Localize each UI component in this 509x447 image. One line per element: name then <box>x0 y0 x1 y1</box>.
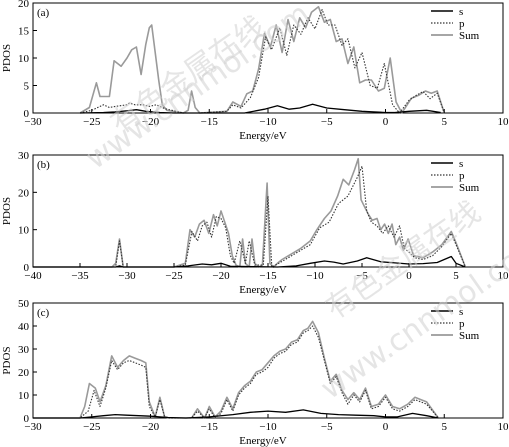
x-tick-label: −30 <box>24 116 42 128</box>
y-tick-label: 30 <box>18 150 30 162</box>
x-tick-label: −10 <box>306 270 324 282</box>
x-tick-label: 10 <box>498 270 509 282</box>
x-tick-label: −35 <box>71 270 89 282</box>
x-tick-label: 5 <box>442 421 448 433</box>
legend-label-s: s <box>459 306 463 318</box>
x-tick-label: 5 <box>453 270 459 282</box>
y-tick-label: 40 <box>18 321 30 333</box>
legend-label-p: p <box>459 18 465 30</box>
x-tick-label: −30 <box>118 270 136 282</box>
x-tick-label: 5 <box>442 116 448 128</box>
x-tick-label: −5 <box>356 270 368 282</box>
x-tick-label: 0 <box>383 116 389 128</box>
y-axis-title: PDOS <box>1 346 13 374</box>
x-tick-label: −25 <box>165 270 183 282</box>
x-tick-label: 0 <box>383 421 389 433</box>
y-tick-label: 20 <box>18 367 30 379</box>
panel-label: (c) <box>37 307 50 319</box>
y-tick-label: 15 <box>18 26 30 38</box>
x-tick-label: −10 <box>259 421 277 433</box>
series-line-p <box>33 325 439 419</box>
y-tick-label: 0 <box>24 108 30 120</box>
y-tick-label: 10 <box>18 225 30 237</box>
series-line-sum <box>79 6 446 114</box>
x-tick-label: 0 <box>406 270 412 282</box>
legend-label-p: p <box>459 318 465 330</box>
panel-1: −30 −25 −20 −15 −10 −5 0 5 10 0 5 10 15 20 Energy/eV PD… <box>1 0 509 142</box>
y-tick-label: 50 <box>18 298 30 310</box>
panel-label: (a) <box>37 7 50 19</box>
panel-3: −30 −25 −20 −15 −10 −5 0 5 10 0 10 20 30 40 50 Energy/e… <box>1 298 509 447</box>
x-tick-label: −25 <box>83 421 101 433</box>
series-line-s <box>79 103 441 114</box>
legend-label-sum: Sum <box>459 30 480 42</box>
x-tick-label: −20 <box>142 116 160 128</box>
panel-2: −40 −35 −30 −25 −20 −15 −10 −5 0 5 10 0 10 20 30 Energy… <box>1 150 509 296</box>
x-tick-label: 10 <box>498 421 509 433</box>
x-tick-label: 10 <box>498 116 509 128</box>
series-line-p <box>79 9 445 114</box>
x-axis-title: Energy/eV <box>239 284 287 296</box>
legend-label-sum: Sum <box>459 330 480 342</box>
x-tick-label: −5 <box>321 116 333 128</box>
series-line-sum <box>33 320 440 419</box>
x-tick-label: −5 <box>321 421 333 433</box>
y-tick-label: 30 <box>18 344 30 356</box>
y-tick-label: 10 <box>18 390 30 402</box>
series-line-s <box>33 255 466 268</box>
x-axis-title: Energy/eV <box>239 435 287 447</box>
series-line-sum <box>33 157 467 268</box>
x-tick-label: −10 <box>259 116 277 128</box>
x-tick-label: −15 <box>259 270 277 282</box>
legend-label-s: s <box>459 6 463 18</box>
y-tick-label: 5 <box>24 81 30 93</box>
x-tick-label: −40 <box>24 270 42 282</box>
legend-label-sum: Sum <box>459 182 480 194</box>
y-tick-label: 0 <box>24 413 30 425</box>
x-axis-title: Energy/eV <box>239 130 287 142</box>
x-tick-label: −20 <box>142 421 160 433</box>
y-tick-label: 20 <box>18 187 30 199</box>
legend-label-p: p <box>459 170 465 182</box>
y-axis-title: PDOS <box>1 44 13 72</box>
series-line-s <box>33 409 439 419</box>
x-tick-label: −25 <box>83 116 101 128</box>
y-axis-title: PDOS <box>1 197 13 225</box>
y-tick-label: 10 <box>18 53 30 65</box>
x-tick-label: −15 <box>201 421 219 433</box>
panel-label: (b) <box>37 159 50 171</box>
x-tick-label: −20 <box>212 270 230 282</box>
y-tick-label: 0 <box>24 262 30 274</box>
y-tick-label: 20 <box>18 0 30 10</box>
legend-label-s: s <box>459 158 463 170</box>
x-tick-label: −30 <box>24 421 42 433</box>
x-tick-label: −15 <box>201 116 219 128</box>
